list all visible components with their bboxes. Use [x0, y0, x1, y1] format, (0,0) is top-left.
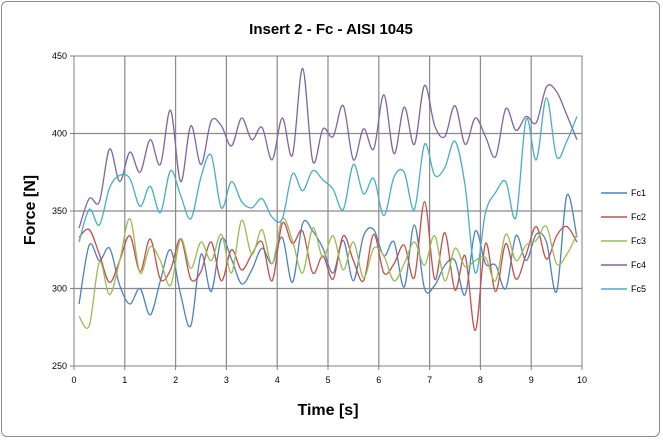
x-tick-label: 8 — [478, 375, 483, 385]
series-line-fc1 — [78, 193, 578, 328]
series-lines — [78, 67, 578, 332]
y-axis-title: Force [N] — [22, 175, 39, 245]
chart-title: Insert 2 - Fc - AISI 1045 — [249, 21, 413, 38]
series-line-fc3 — [78, 217, 578, 329]
y-tick-label: 250 — [52, 361, 67, 371]
x-tick-label: 4 — [275, 375, 280, 385]
x-tick-label: 5 — [325, 375, 330, 385]
x-tick-label: 2 — [173, 375, 178, 385]
y-tick-label: 350 — [52, 206, 67, 216]
plot-area — [73, 55, 583, 367]
legend-label-fc5: Fc5 — [631, 284, 646, 294]
tick-labels: 0 1 2 3 4 5 6 7 8 9 10 250 300 350 400 450 — [52, 51, 587, 385]
legend: Fc1 Fc2 Fc3 Fc4 Fc5 — [601, 188, 646, 294]
legend-label-fc1: Fc1 — [631, 188, 646, 198]
y-tick-label: 450 — [52, 51, 67, 61]
x-tick-label: 10 — [577, 375, 587, 385]
legend-label-fc2: Fc2 — [631, 212, 646, 222]
grid-lines — [70, 55, 583, 370]
legend-label-fc4: Fc4 — [631, 260, 646, 270]
series-line-fc2 — [78, 201, 578, 332]
series-line-fc4 — [78, 67, 578, 229]
y-tick-label: 300 — [52, 284, 67, 294]
y-tick-label: 400 — [52, 129, 67, 139]
x-tick-label: 1 — [122, 375, 127, 385]
x-tick-label: 9 — [529, 375, 534, 385]
x-tick-label: 3 — [224, 375, 229, 385]
x-tick-label: 6 — [376, 375, 381, 385]
x-tick-label: 7 — [427, 375, 432, 385]
x-axis-title: Time [s] — [297, 402, 358, 419]
legend-label-fc3: Fc3 — [631, 236, 646, 246]
x-tick-label: 0 — [71, 375, 76, 385]
series-line-fc5 — [78, 97, 578, 274]
